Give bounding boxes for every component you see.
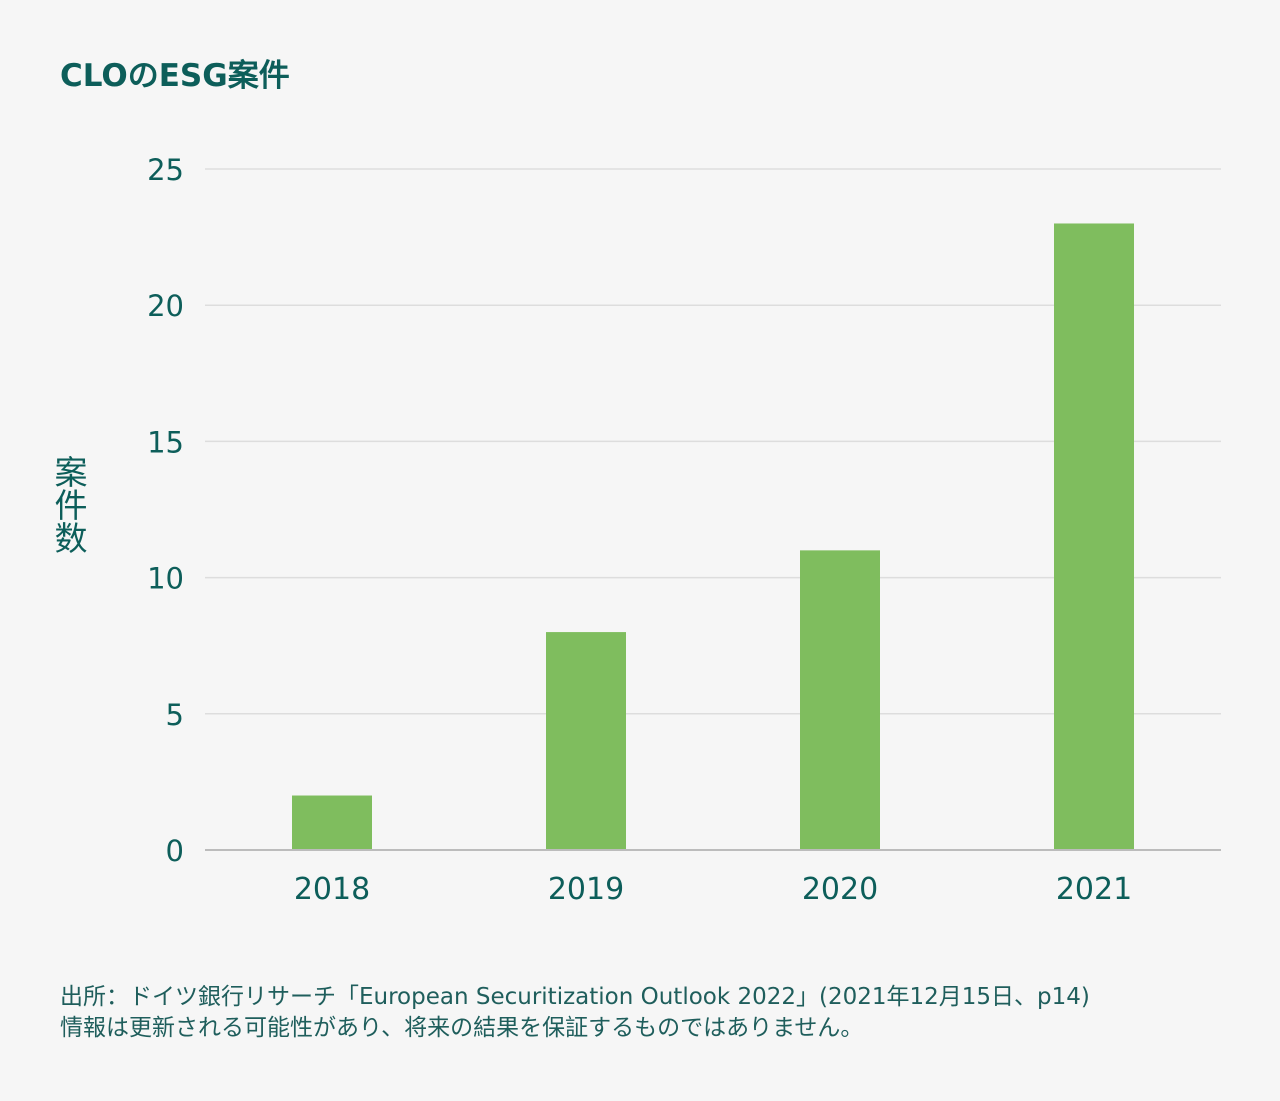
y-tick-label: 10	[147, 562, 184, 596]
gridlines	[205, 168, 1221, 715]
disclaimer-line: 情報は更新される可能性があり、将来の結果を保証するものではありません。	[60, 1015, 864, 1041]
bar-2021	[1054, 223, 1134, 851]
y-tick-label: 15	[147, 425, 184, 459]
y-tick-labels: 0 5 10 15 20 25	[147, 153, 184, 868]
bar-2020	[800, 550, 880, 850]
x-tick-label: 2021	[1056, 872, 1132, 907]
x-tick-label: 2018	[294, 872, 370, 907]
bar-chart: 0 5 10 15 20 25 2018 2019 2020 2021	[147, 153, 1221, 907]
bar-2019	[546, 632, 626, 850]
bar-2018	[292, 795, 372, 850]
y-tick-label: 20	[147, 289, 184, 323]
x-tick-label: 2019	[548, 872, 624, 907]
source-line-1: 出所：ドイツ銀行リサーチ「European Securitization Out…	[60, 984, 1090, 1010]
x-tick-label: 2020	[802, 872, 878, 907]
y-tick-label: 0	[166, 834, 184, 868]
y-tick-label: 25	[147, 153, 184, 187]
chart-title: CLOのESG案件	[60, 58, 290, 94]
y-axis-label: 案件数	[49, 455, 88, 554]
source-note: 出所：ドイツ銀行リサーチ「European Securitization Out…	[60, 982, 1240, 1044]
x-tick-labels: 2018 2019 2020 2021	[294, 872, 1132, 907]
bars	[292, 223, 1134, 851]
y-tick-label: 5	[166, 698, 184, 732]
